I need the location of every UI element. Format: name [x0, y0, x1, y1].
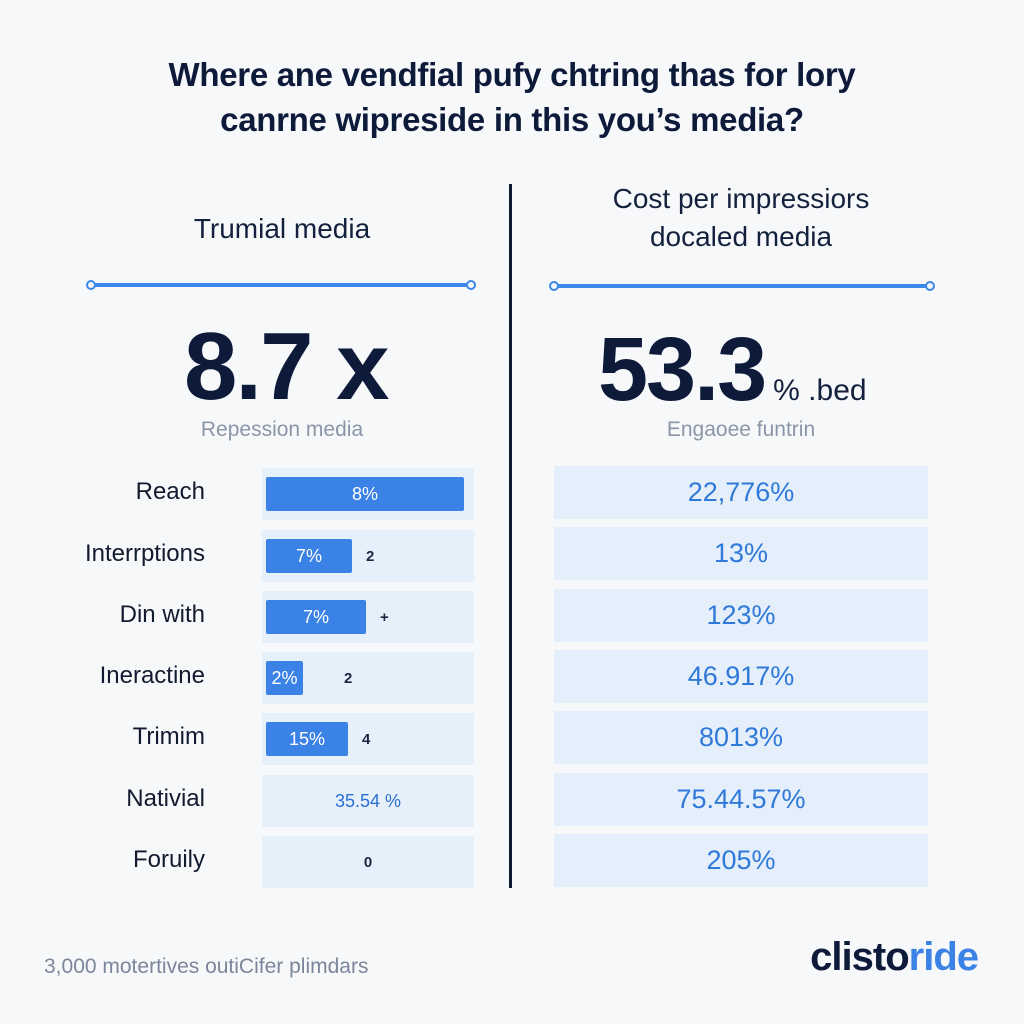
left-row-bar: 2% — [266, 661, 303, 695]
right-heading-line-1: Cost per impressiors — [612, 183, 870, 214]
right-row-value: 205% — [554, 834, 928, 887]
logo-part-1: clisto — [810, 935, 909, 979]
left-row-label: Trimim — [132, 723, 205, 750]
left-row-track: 8% — [262, 468, 474, 520]
right-row-value: 123% — [554, 589, 928, 642]
right-caption: Engaoee funtrin — [666, 418, 816, 441]
left-row-label: Din with — [119, 601, 205, 628]
right-heading-underline — [549, 281, 935, 291]
right-heading-line-2: docaled media — [649, 221, 833, 252]
left-big-value: 8.7 x — [184, 313, 390, 420]
left-row-label: Nativial — [126, 785, 205, 812]
right-row-value: 46.917% — [554, 650, 928, 703]
left-row-extra: 4 — [362, 730, 371, 748]
left-row-label: Reach — [135, 478, 205, 505]
right-column-heading: Cost per impressiors docaled media — [554, 180, 928, 256]
left-row-track: 7% + — [262, 591, 474, 643]
left-row-extra: 2 — [366, 547, 375, 565]
right-big-suffix: % .bed — [773, 374, 867, 407]
left-row-label: Foruily — [132, 846, 205, 873]
title-line-1: Where ane vendfial pufy chtring thas for… — [168, 56, 856, 93]
right-row-value: 75.44.57% — [554, 773, 928, 826]
left-row-bar: 15% — [266, 722, 348, 756]
page-title: Where ane vendfial pufy chtring thas for… — [90, 52, 934, 142]
column-divider — [509, 184, 512, 888]
left-row-track: 35.54 % — [262, 775, 474, 827]
left-heading-underline — [86, 280, 476, 290]
left-caption: Repession media — [200, 418, 364, 441]
brand-logo: clistoride — [810, 935, 979, 980]
logo-part-2: ride — [908, 935, 979, 979]
left-row-extra: + — [380, 608, 389, 626]
left-row-bar: 7% — [266, 600, 366, 634]
left-row-track: 15% 4 — [262, 713, 474, 765]
right-row-value: 13% — [554, 527, 928, 580]
left-row-bar: 7% — [266, 539, 352, 573]
left-row-value: 0 — [363, 853, 373, 871]
right-big-value: 53.3 — [598, 320, 767, 420]
left-row-track: 2% 2 — [262, 652, 474, 704]
left-row-bar: 8% — [266, 477, 464, 511]
right-big-value-group: 53.3% .bed — [598, 318, 867, 443]
left-row-extra: 2 — [344, 669, 353, 687]
footer-note: 3,000 motertives outiCifer plimdars — [44, 955, 369, 978]
left-row-label: Ineractine — [99, 662, 205, 689]
title-line-2: canrne wipreside in this you’s media? — [220, 101, 804, 138]
right-row-value: 8013% — [554, 711, 928, 764]
left-row-label: Interrptions — [84, 540, 205, 567]
left-row-track: 7% 2 — [262, 530, 474, 582]
left-row-track: 0 — [262, 836, 474, 888]
left-column-heading: Trumial media — [193, 213, 371, 244]
right-row-value: 22,776% — [554, 466, 928, 519]
left-row-value: 35.54 % — [334, 790, 402, 811]
